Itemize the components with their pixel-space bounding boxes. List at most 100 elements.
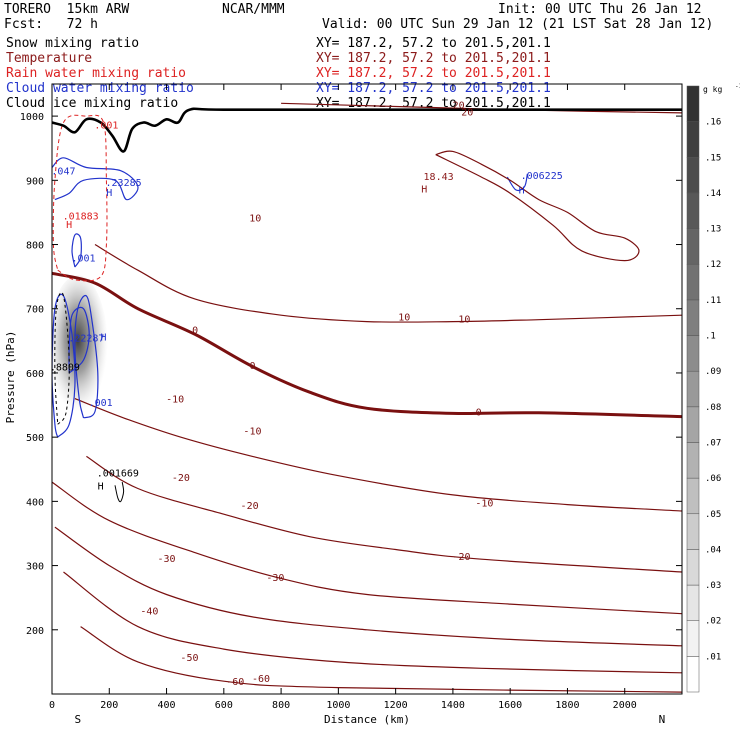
x-tick-label: 2000	[613, 700, 637, 711]
contour-label: 20	[461, 108, 473, 119]
north-label: N	[659, 713, 666, 726]
high-marker: H	[66, 220, 72, 231]
y-tick-label: 200	[26, 626, 44, 637]
maximum-label: .22287	[68, 334, 104, 345]
x-tick-label: 800	[272, 700, 290, 711]
contour-label: 10	[249, 214, 261, 225]
maximum-label: .001	[71, 253, 95, 264]
cloud-water-contour	[68, 306, 90, 374]
y-tick-label: 400	[26, 497, 44, 508]
contour-label: -60	[252, 674, 270, 685]
colorbar-tick-label: .07	[705, 438, 721, 448]
field-name: Snow mixing ratio	[6, 36, 140, 51]
cloud-water-contour	[74, 294, 99, 419]
x-tick-label: 200	[100, 700, 118, 711]
plot-area: -60 -60 -50 -40 -30 -30 -20 -20 -20 -10 -10 -10 0 0 0 1…	[50, 101, 682, 693]
x-tick-label: 1600	[498, 700, 522, 711]
colorbar-tick-label: .1	[705, 332, 716, 342]
temperature-contour	[54, 526, 682, 647]
contour-label: -10	[166, 395, 184, 406]
high-marker: H	[519, 185, 525, 196]
field-name: Rain water mixing ratio	[6, 66, 187, 81]
colorbar-tick-label: .11	[705, 296, 721, 306]
temperature-contour	[435, 150, 640, 262]
colorbar-box	[686, 477, 700, 515]
colorbar-box	[686, 228, 700, 265]
maximum-label: .001	[94, 120, 118, 131]
cloud-water-contour	[506, 173, 528, 192]
maximum-label: 18.43	[424, 172, 454, 183]
colorbar-box	[686, 192, 700, 229]
center-label: NCAR/MMM	[222, 2, 285, 17]
x-tick-label: 400	[158, 700, 176, 711]
colorbar-box	[686, 299, 700, 336]
colorbar-box	[686, 513, 700, 550]
y-tick-label: 500	[26, 433, 44, 444]
contour-label: 0	[476, 407, 482, 418]
field-xy: XY= 187.2, 57.2 to 201.5,201.1	[316, 66, 551, 81]
contour-label: -30	[158, 554, 176, 565]
high-marker: H	[98, 481, 104, 492]
high-marker: H	[101, 332, 107, 343]
contour-label: -30	[266, 573, 284, 584]
temperature-contour	[74, 398, 682, 512]
colorbar-tick-label: .06	[705, 474, 721, 484]
colorbar-unit: g kg	[703, 85, 722, 94]
temperature-contour	[63, 571, 682, 674]
colorbar-box	[686, 85, 700, 122]
colorbar-tick-label: .04	[705, 545, 721, 555]
cloud-water-contour	[71, 233, 82, 268]
contour-label: 10	[458, 314, 470, 325]
high-marker: H	[106, 188, 112, 199]
valid-label: Valid: 00 UTC Sun 29 Jan 12 (21 LST Sat …	[322, 17, 714, 32]
temperature-contour	[80, 626, 682, 693]
field-name: Temperature	[6, 51, 93, 66]
colorbar-tick-label: .15	[705, 153, 721, 163]
colorbar-tick-label: .02	[705, 617, 721, 627]
colorbar-tick-label: .16	[705, 118, 721, 128]
maximum-label: .047	[51, 167, 75, 178]
y-tick-label: 300	[26, 562, 44, 573]
fcst-label: Fcst: 72 h	[4, 17, 98, 32]
y-tick-label: 900	[26, 176, 44, 187]
maximum-label: .8809	[50, 363, 80, 374]
colorbar-box	[686, 121, 700, 158]
plot-frame	[51, 83, 683, 695]
colorbar-box	[686, 442, 700, 479]
high-marker: H	[421, 185, 427, 196]
colorbar-box	[686, 157, 700, 194]
y-tick-label: 600	[26, 369, 44, 380]
x-tick-label: 1800	[555, 700, 579, 711]
y-tick-label: 700	[26, 305, 44, 316]
init-label: Init: 00 UTC Thu 26 Jan 12	[498, 2, 702, 17]
contour-label: -10	[475, 499, 493, 510]
contour-label: -20	[241, 501, 259, 512]
x-axis-title: Distance (km)	[324, 713, 410, 726]
contour-label: -20	[172, 473, 190, 484]
south-label: S	[74, 713, 81, 726]
field-name: Cloud water mixing ratio	[6, 81, 194, 96]
colorbar-box	[686, 406, 700, 443]
colorbar-box	[686, 656, 700, 693]
field-xy: XY= 187.2, 57.2 to 201.5,201.1	[316, 81, 551, 96]
temperature-contour	[52, 481, 682, 615]
colorbar-tick-label: .12	[705, 260, 721, 270]
x-tick-label: 1000	[326, 700, 350, 711]
temperature-contour	[94, 243, 682, 323]
x-tick-label: 1200	[384, 700, 408, 711]
colorbar-tick-label: .13	[705, 225, 721, 235]
maximum-label: .006225	[521, 171, 563, 182]
colorbar-box	[686, 584, 700, 621]
temperature-contour	[281, 102, 682, 114]
field-name: Cloud ice mixing ratio	[6, 96, 179, 111]
contour-label: 0	[249, 361, 255, 372]
contour-label: -50	[180, 653, 198, 664]
cloud-water-contour	[52, 157, 139, 201]
colorbar: .01 .02 .03 .04 .05 .06 .07 .08 .09 .1 .11 .12 .13 .1…	[686, 83, 740, 693]
colorbar-tick-label: .14	[705, 189, 721, 199]
colorbar-unit-exponent: -1	[735, 83, 740, 90]
contour-label: -40	[140, 607, 158, 618]
maximum-label: .001669	[97, 468, 139, 479]
colorbar-tick-label: .05	[705, 510, 721, 520]
